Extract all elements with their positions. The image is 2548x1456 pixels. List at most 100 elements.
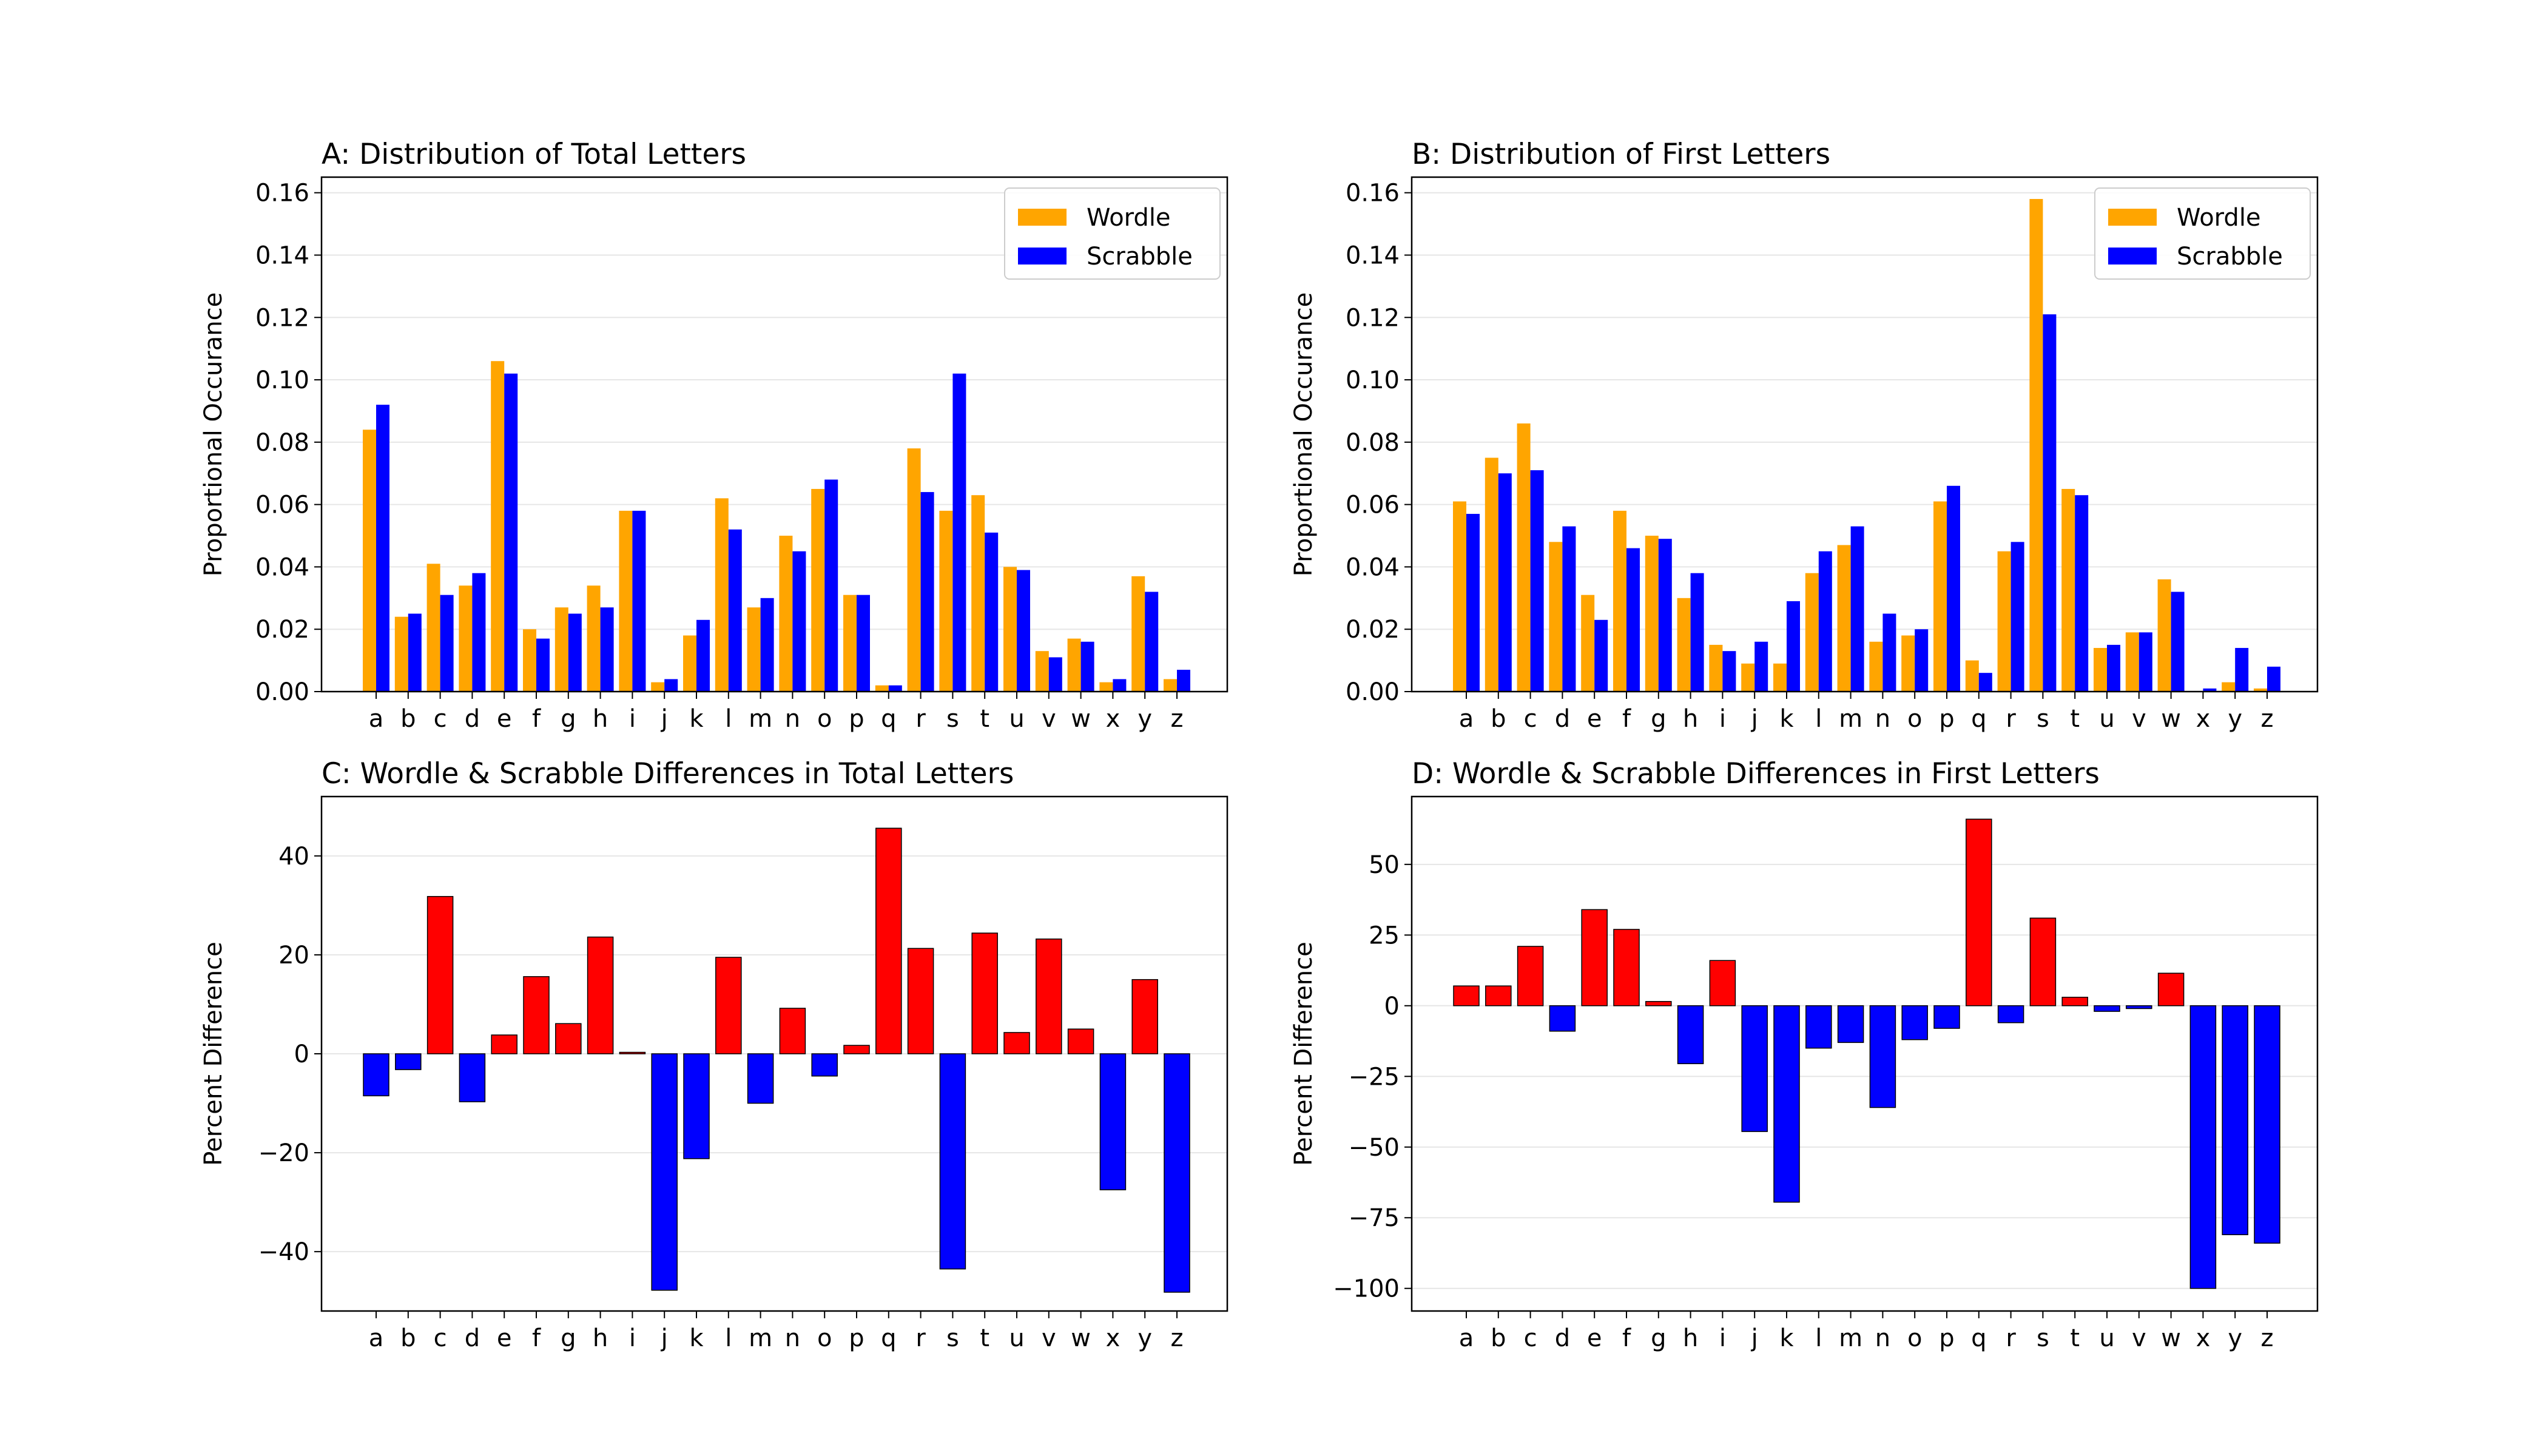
x-tick-label-s: s — [2037, 1324, 2049, 1352]
x-tick-label-k: k — [689, 1324, 704, 1352]
x-tick-label-e: e — [497, 1324, 512, 1352]
x-tick-label-g: g — [1651, 1324, 1666, 1352]
bar-wordle-r — [907, 448, 921, 692]
x-tick-label-l: l — [1815, 705, 1822, 733]
x-tick-label-m: m — [1839, 1324, 1862, 1352]
x-tick-label-x: x — [2196, 1324, 2211, 1352]
x-tick-label-u: u — [2099, 1324, 2114, 1352]
x-tick-label-g: g — [561, 1324, 576, 1352]
bar-scrabble-m — [1850, 526, 1864, 692]
bar-difference-u — [2094, 1005, 2120, 1012]
bar-scrabble-p — [857, 595, 870, 692]
bar-scrabble-n — [1882, 613, 1896, 692]
bar-scrabble-h — [600, 607, 614, 692]
x-tick-label-c: c — [1524, 705, 1537, 733]
y-tick-label: 0.04 — [1346, 553, 1400, 581]
x-tick-label-s: s — [2037, 705, 2049, 733]
x-tick-label-f: f — [1622, 705, 1631, 733]
bar-difference-c — [426, 895, 454, 1054]
x-tick-label-w: w — [1071, 705, 1091, 733]
bar-wordle-i — [619, 510, 633, 692]
y-tick-label: 0.06 — [1346, 491, 1400, 519]
bar-difference-v — [2126, 1005, 2152, 1009]
x-tick-label-p: p — [849, 1324, 864, 1352]
x-tick-label-i: i — [1719, 705, 1726, 733]
bar-wordle-e — [1581, 595, 1595, 692]
bar-wordle-a — [1453, 501, 1466, 692]
bar-difference-o — [811, 1053, 838, 1077]
y-tick-label: 0.10 — [255, 366, 309, 394]
y-axis-label: Proportional Occurance — [1290, 292, 1318, 576]
bar-difference-j — [1741, 1005, 1768, 1132]
bar-difference-r — [1997, 1005, 2024, 1023]
panel-b-first-letters-distribution: 0.00 0.02 0.04 0.06 0.08 0.10 0.12 0.14 0.16 a b c d… — [1290, 138, 2319, 733]
legend-label-scrabble: Scrabble — [2177, 243, 2283, 271]
bar-difference-r — [907, 948, 934, 1054]
x-tick-label-h: h — [593, 1324, 608, 1352]
bar-scrabble-z — [2267, 666, 2280, 692]
x-tick-label-q: q — [1971, 705, 1986, 733]
bar-wordle-f — [1613, 510, 1626, 692]
y-axis-label: Proportional Occurance — [200, 292, 228, 576]
bar-difference-o — [1901, 1005, 1928, 1040]
x-tick-label-j: j — [1751, 705, 1758, 733]
x-tick-label-d: d — [1555, 705, 1570, 733]
x-tick-label-a: a — [1459, 1324, 1474, 1352]
bar-wordle-z — [2254, 688, 2267, 692]
x-tick-label-c: c — [434, 1324, 447, 1352]
x-tick-label-a: a — [369, 1324, 384, 1352]
x-tick-label-z: z — [2261, 705, 2274, 733]
x-tick-label-f: f — [532, 1324, 541, 1352]
panel-a-total-letters-distribution: 0.00 0.02 0.04 0.06 0.08 0.10 0.12 0.14 0.16 a b c d… — [200, 138, 1228, 733]
x-tick-label-c: c — [434, 705, 447, 733]
bar-scrabble-x — [2203, 688, 2217, 692]
bar-wordle-s — [2029, 198, 2043, 692]
x-tick-label-h: h — [1683, 1324, 1698, 1352]
bar-wordle-t — [971, 495, 985, 692]
x-tick-label-u: u — [1009, 1324, 1024, 1352]
x-tick-label-u: u — [2099, 705, 2114, 733]
bar-scrabble-c — [1530, 470, 1544, 692]
bar-scrabble-v — [2138, 632, 2152, 692]
bar-scrabble-g — [568, 613, 582, 692]
bar-wordle-t — [2061, 488, 2075, 692]
x-tick-label-z: z — [1171, 1324, 1184, 1352]
x-tick-label-a: a — [1459, 705, 1474, 733]
bar-scrabble-e — [1594, 619, 1608, 692]
y-tick-label: 0.12 — [255, 304, 309, 332]
x-tick-label-g: g — [561, 705, 576, 733]
bar-scrabble-a — [376, 405, 389, 692]
bar-scrabble-z — [1177, 670, 1190, 692]
bar-difference-b — [1485, 985, 1512, 1006]
bar-wordle-b — [1485, 457, 1498, 692]
x-tick-label-v: v — [2132, 705, 2146, 733]
bar-wordle-n — [779, 536, 793, 692]
bar-scrabble-w — [2171, 592, 2185, 692]
bar-wordle-h — [1677, 598, 1691, 692]
chart-title: C: Wordle & Scrabble Differences in Tota… — [322, 757, 1014, 790]
bar-difference-y — [1131, 979, 1158, 1054]
x-tick-label-t: t — [2070, 705, 2080, 733]
legend-swatch-scrabble — [2108, 248, 2157, 265]
bar-wordle-u — [1003, 567, 1017, 692]
x-tick-label-r: r — [2006, 1324, 2016, 1352]
bar-wordle-p — [843, 595, 857, 692]
x-tick-label-h: h — [1683, 705, 1698, 733]
bar-scrabble-y — [2235, 648, 2249, 692]
bar-scrabble-f — [536, 638, 550, 692]
bar-scrabble-v — [1048, 657, 1062, 692]
y-tick-label: 50 — [1369, 851, 1400, 879]
bar-scrabble-i — [632, 510, 646, 692]
bar-difference-x — [2189, 1005, 2217, 1289]
bar-scrabble-p — [1947, 485, 1960, 692]
legend: Wordle Scrabble — [2094, 187, 2311, 280]
bar-wordle-r — [1997, 551, 2011, 692]
bar-difference-h — [587, 936, 614, 1054]
bar-scrabble-a — [1466, 514, 1480, 692]
x-tick-label-g: g — [1651, 705, 1666, 733]
legend-swatch-wordle — [1018, 209, 1067, 226]
bar-wordle-q — [1965, 660, 1979, 692]
x-tick-label-e: e — [1587, 1324, 1602, 1352]
x-tick-label-q: q — [1971, 1324, 1986, 1352]
